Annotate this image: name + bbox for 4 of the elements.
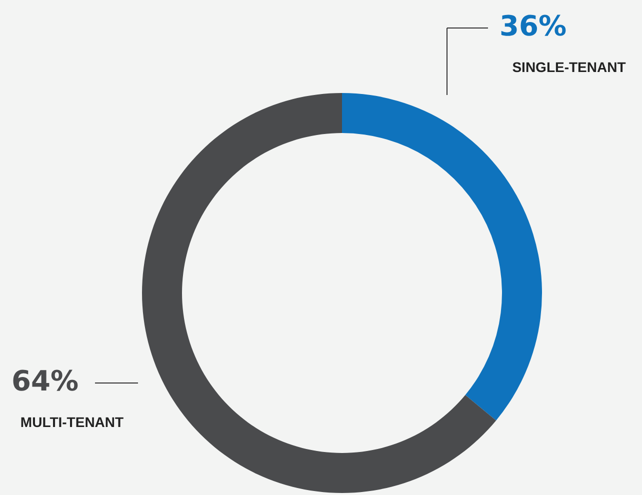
slice-label: MULTI-TENANT: [20, 414, 124, 430]
data-label: 36%: [499, 9, 567, 42]
data-label: 64%: [11, 364, 79, 398]
slice-label: SINGLE-TENANT: [512, 58, 626, 75]
